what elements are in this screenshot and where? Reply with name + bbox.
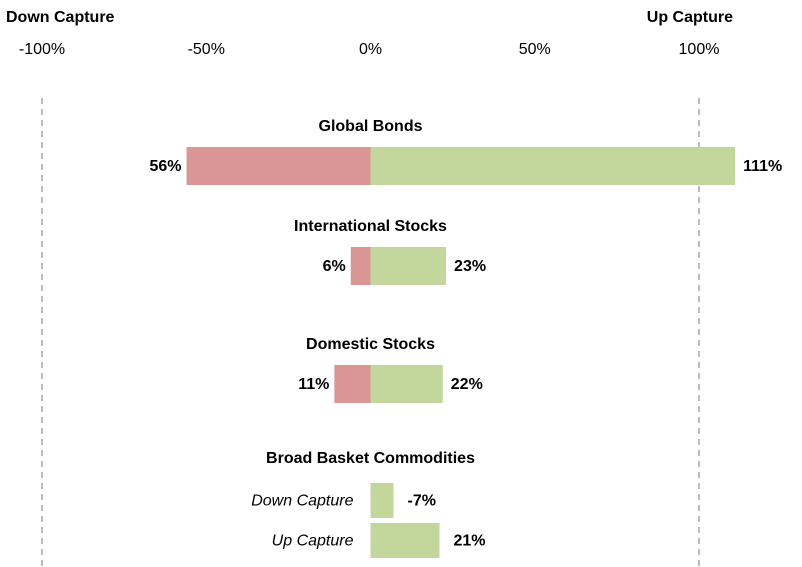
bar [334,365,371,403]
value-label: 6% [323,258,346,275]
value-label: -7% [407,493,435,510]
category-label: Domestic Stocks [306,336,435,353]
x-tick-label: 0% [359,41,382,58]
bar [370,483,394,518]
series-label: Down Capture [251,493,353,510]
x-tick-label: -100% [19,41,65,58]
bar [350,247,371,285]
value-label: 21% [453,533,485,550]
category-label: International Stocks [294,218,447,235]
category-label: Global Bonds [319,118,423,135]
value-label: 22% [451,376,483,393]
x-tick-label: 100% [679,41,720,58]
value-label: 23% [454,258,486,275]
bar [186,147,371,185]
bar [370,365,443,403]
bar [370,147,736,185]
bar [370,247,447,285]
bar [370,523,440,558]
value-label: 56% [150,158,182,175]
axis-title-left: Down Capture [6,9,115,26]
value-label: 111% [743,158,782,175]
category-label: Broad Basket Commodities [266,450,475,467]
x-tick-label: -50% [188,41,225,58]
value-label: 11% [298,376,329,393]
axis-title-right: Up Capture [647,9,733,26]
series-label: Up Capture [272,533,354,550]
x-tick-label: 50% [519,41,551,58]
